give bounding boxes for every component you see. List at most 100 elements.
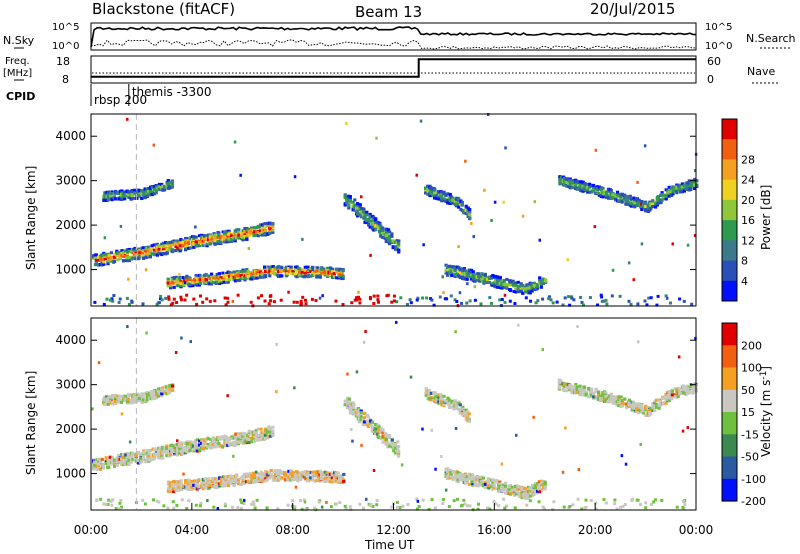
power-cell: [160, 253, 164, 257]
power-cell: [133, 246, 137, 250]
power-ground-cell: [416, 296, 420, 300]
velocity-cell: [513, 488, 517, 492]
power-ground-cell: [102, 302, 106, 306]
power-cell: [219, 236, 223, 240]
power-cell: [250, 272, 254, 276]
power-ground-cell: [130, 299, 134, 303]
power-cell: [508, 282, 512, 286]
power-ground-cell: [105, 297, 109, 301]
velocity-cell: [188, 449, 192, 453]
power-cell: [127, 247, 131, 251]
power-ground-cell: [664, 294, 668, 298]
power-cell: [206, 240, 211, 244]
velocity-cell: [235, 480, 239, 484]
power-cell: [462, 211, 466, 215]
power-cell: [568, 183, 572, 187]
velocity-cell: [273, 469, 278, 472]
power-cell: [690, 184, 694, 188]
power-near-band-1: [92, 221, 275, 267]
power-cell: [496, 282, 500, 286]
power-stray-cell: [127, 277, 130, 281]
power-cell: [217, 272, 221, 276]
velocity-cell: [181, 449, 185, 453]
velocity-cell: [487, 484, 491, 488]
velocity-cell: [206, 443, 210, 446]
velocity-cell: [170, 450, 174, 454]
power-cell: [269, 222, 273, 226]
velocity-cell: [113, 464, 117, 468]
velocity-cell: [101, 466, 105, 470]
velocity-cell: [190, 482, 194, 486]
velocity-cell: [369, 424, 373, 428]
velocity-cell: [291, 470, 295, 474]
power-cell: [234, 270, 238, 274]
velocity-cell: [142, 450, 146, 454]
power-cell: [222, 280, 226, 284]
power-cell: [444, 199, 448, 203]
velocity-cell: [304, 473, 308, 477]
power-cell: [183, 276, 187, 280]
power-cell: [358, 212, 362, 216]
power-cell: [500, 286, 504, 290]
nave-label: Nave: [747, 65, 775, 78]
power-cell: [125, 250, 129, 254]
velocity-cell: [366, 415, 370, 419]
power-cell: [106, 262, 110, 266]
power-cell: [384, 230, 388, 234]
velocity-cell: [448, 468, 452, 472]
power-far-band-1: [102, 179, 174, 202]
power-cell: [624, 195, 628, 199]
velocity-cell: [450, 400, 454, 404]
power-cell: [442, 199, 446, 203]
velocity-cell: [127, 458, 131, 462]
power-colorbar-label: Power [dB]: [759, 185, 773, 250]
velocity-cell: [232, 436, 236, 440]
velocity-cell: [467, 417, 471, 421]
power-cell: [609, 196, 613, 200]
power-cell: [155, 186, 160, 190]
power-cell: [384, 239, 388, 243]
velocity-cell: [175, 445, 179, 448]
power-cell: [388, 230, 392, 234]
power-cell: [157, 182, 161, 186]
velocity-cell: [397, 445, 401, 448]
velocity-cell: [163, 447, 167, 451]
velocity-cell: [253, 480, 257, 484]
velocity-cell: [174, 486, 178, 490]
power-cell: [243, 271, 247, 275]
velocity-cell: [369, 419, 373, 423]
power-cell: [295, 275, 299, 279]
power-cell: [246, 270, 250, 274]
velocity-cell: [374, 426, 378, 430]
power-cell: [206, 238, 211, 242]
power-cell: [469, 277, 474, 281]
power-ground-cell: [460, 301, 463, 305]
power-cell: [289, 268, 293, 272]
power-cell: [606, 194, 611, 198]
power-cell: [169, 285, 173, 289]
power-ground-cell: [118, 297, 122, 301]
power-cell: [210, 279, 214, 283]
power-ytick-label: 2000: [55, 218, 86, 232]
power-cell: [208, 282, 212, 286]
power-cell: [140, 196, 144, 200]
power-cell: [225, 234, 229, 238]
velocity-cell: [175, 453, 179, 457]
velocity-cell: [283, 473, 288, 477]
velocity-cell: [501, 488, 505, 492]
power-cell: [671, 189, 675, 193]
power-cell: [316, 274, 320, 278]
power-cell: [498, 283, 502, 287]
power-cell: [217, 277, 221, 281]
velocity-cell: [158, 448, 162, 452]
velocity-cell: [207, 477, 211, 481]
power-cell: [644, 208, 648, 212]
power-cell: [372, 221, 376, 225]
power-cell: [268, 266, 272, 270]
velocity-cell: [451, 470, 455, 474]
power-stray-cell: [623, 197, 626, 201]
velocity-cell: [226, 439, 230, 443]
velocity-cell: [186, 445, 191, 449]
nave-tick-bottom: 0: [707, 73, 714, 86]
velocity-cell: [301, 476, 305, 480]
